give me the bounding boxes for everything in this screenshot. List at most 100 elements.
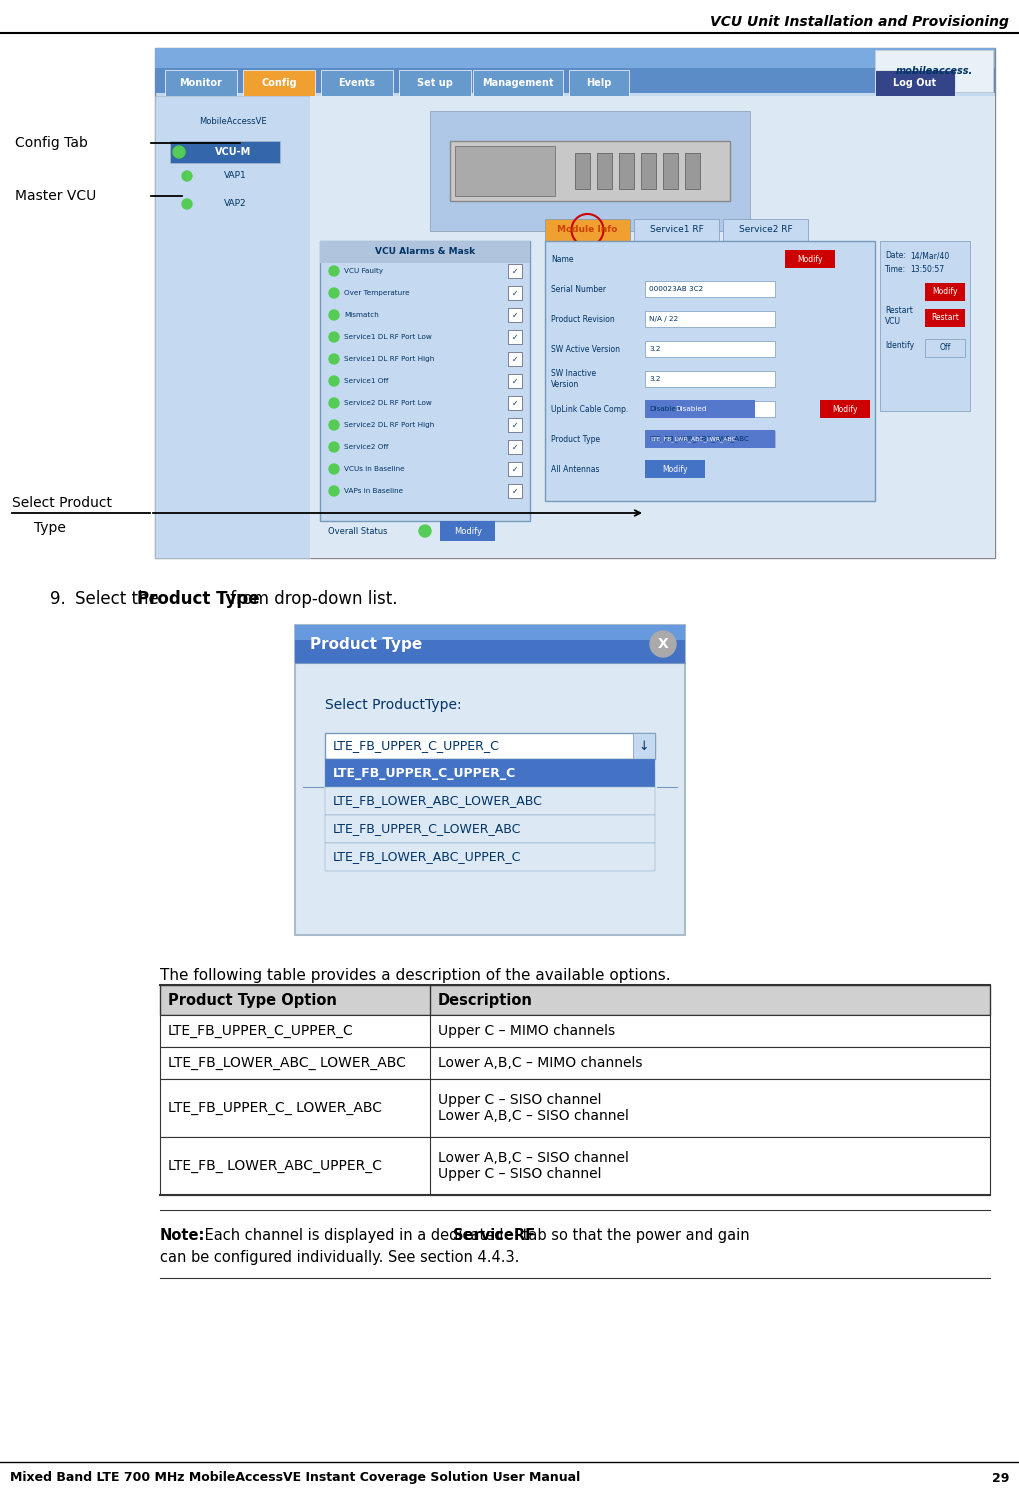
Text: Modify: Modify [454,526,482,535]
FancyBboxPatch shape [508,418,522,432]
FancyBboxPatch shape [875,70,955,96]
Text: LTE_FB_UPPER_C_ LOWER_ABC: LTE_FB_UPPER_C_ LOWER_ABC [168,1101,382,1115]
FancyBboxPatch shape [641,152,656,190]
Text: LTE_FB_UPPER_C_UPPER_C: LTE_FB_UPPER_C_UPPER_C [168,1023,354,1038]
FancyBboxPatch shape [294,624,685,663]
Text: Management: Management [482,78,553,88]
Text: mobileaccess.: mobileaccess. [896,66,972,76]
FancyBboxPatch shape [875,49,993,93]
Text: N/A / 22: N/A / 22 [649,317,679,323]
Text: All Antennas: All Antennas [551,465,599,474]
Text: Description: Description [438,992,533,1007]
FancyBboxPatch shape [508,484,522,498]
Text: Product Type: Product Type [551,435,600,444]
FancyBboxPatch shape [508,353,522,366]
Circle shape [329,288,339,297]
Text: VAP1: VAP1 [223,172,247,181]
FancyBboxPatch shape [325,787,655,816]
Text: Config Tab: Config Tab [15,136,88,149]
Text: ✓: ✓ [512,354,519,363]
FancyBboxPatch shape [645,460,705,478]
FancyBboxPatch shape [243,70,315,96]
FancyBboxPatch shape [685,152,700,190]
Text: tab so that the power and gain: tab so that the power and gain [518,1228,750,1243]
Text: Service1 Off: Service1 Off [344,378,388,384]
FancyBboxPatch shape [663,152,678,190]
FancyBboxPatch shape [160,1137,990,1195]
FancyBboxPatch shape [569,70,629,96]
FancyBboxPatch shape [508,308,522,323]
FancyBboxPatch shape [575,152,590,190]
FancyBboxPatch shape [880,241,970,411]
Text: VCU Alarms & Mask: VCU Alarms & Mask [375,248,475,257]
Text: 000023AB 3C2: 000023AB 3C2 [649,285,703,291]
Text: Select ProductType:: Select ProductType: [325,698,462,713]
Text: Disabled: Disabled [649,406,681,412]
Circle shape [329,332,339,342]
Text: Type: Type [12,521,66,535]
FancyBboxPatch shape [399,70,471,96]
FancyBboxPatch shape [160,985,990,1014]
FancyBboxPatch shape [508,374,522,388]
Text: 13:50:57: 13:50:57 [910,264,945,273]
Circle shape [329,376,339,385]
Text: Help: Help [586,78,611,88]
FancyBboxPatch shape [321,70,393,96]
Text: Select the: Select the [75,590,164,608]
Text: Mismatch: Mismatch [344,312,379,318]
Text: ✓: ✓ [512,399,519,408]
FancyBboxPatch shape [325,734,655,759]
FancyBboxPatch shape [310,96,995,557]
FancyBboxPatch shape [155,96,310,557]
Text: ✓: ✓ [512,288,519,297]
Text: ✓: ✓ [512,420,519,429]
Text: Modify: Modify [797,254,822,263]
FancyBboxPatch shape [645,430,775,447]
Text: Module Info: Module Info [557,226,618,235]
Text: ✓: ✓ [512,266,519,275]
Text: Select Product: Select Product [12,496,112,509]
FancyBboxPatch shape [473,70,564,96]
FancyBboxPatch shape [545,241,875,500]
Text: Events: Events [338,78,375,88]
FancyBboxPatch shape [325,843,655,871]
FancyBboxPatch shape [294,624,685,639]
Text: Product Type Option: Product Type Option [168,992,337,1007]
Circle shape [419,524,431,536]
Text: can be configured individually. See section 4.4.3.: can be configured individually. See sect… [160,1250,520,1265]
Text: Note:: Note: [160,1228,206,1243]
Text: LTE_FB_LOWER_ABC_ LOWER_ABC: LTE_FB_LOWER_ABC_ LOWER_ABC [168,1056,406,1070]
FancyBboxPatch shape [645,341,775,357]
Text: Product Revision: Product Revision [551,315,614,324]
Text: LTE_FB_UPPER_C_UPPER_C: LTE_FB_UPPER_C_UPPER_C [333,740,500,753]
Text: LTE_FB_ LOWER_ABC_UPPER_C: LTE_FB_ LOWER_ABC_UPPER_C [168,1159,382,1173]
Text: Service2 RF: Service2 RF [739,226,793,235]
FancyBboxPatch shape [508,396,522,409]
FancyBboxPatch shape [723,220,808,241]
Text: Config: Config [261,78,297,88]
Text: VCUs in Baseline: VCUs in Baseline [344,466,405,472]
Circle shape [329,309,339,320]
Text: 9.: 9. [50,590,66,608]
Text: Log Out: Log Out [894,78,936,88]
Text: Identify: Identify [884,342,914,351]
Text: LTE_FB_LWR_ABC_LWR_ABC: LTE_FB_LWR_ABC_LWR_ABC [649,436,749,442]
FancyBboxPatch shape [325,816,655,843]
FancyBboxPatch shape [619,152,634,190]
Text: LTE_FB_LOWER_ABC_LOWER_ABC: LTE_FB_LOWER_ABC_LOWER_ABC [333,795,543,807]
Text: Service2 Off: Service2 Off [344,444,388,450]
FancyBboxPatch shape [455,146,555,196]
Circle shape [329,486,339,496]
Circle shape [329,420,339,430]
Text: 3.2: 3.2 [649,347,660,353]
Text: SW Active Version: SW Active Version [551,345,620,354]
FancyBboxPatch shape [634,220,719,241]
FancyBboxPatch shape [785,249,835,267]
Text: The following table provides a description of the available options.: The following table provides a descripti… [160,968,671,983]
FancyBboxPatch shape [320,241,530,521]
Text: Date:: Date: [884,251,906,260]
FancyBboxPatch shape [925,282,965,300]
Circle shape [182,199,192,209]
FancyBboxPatch shape [160,1079,990,1137]
Text: Service1 DL RF Port High: Service1 DL RF Port High [344,356,434,362]
